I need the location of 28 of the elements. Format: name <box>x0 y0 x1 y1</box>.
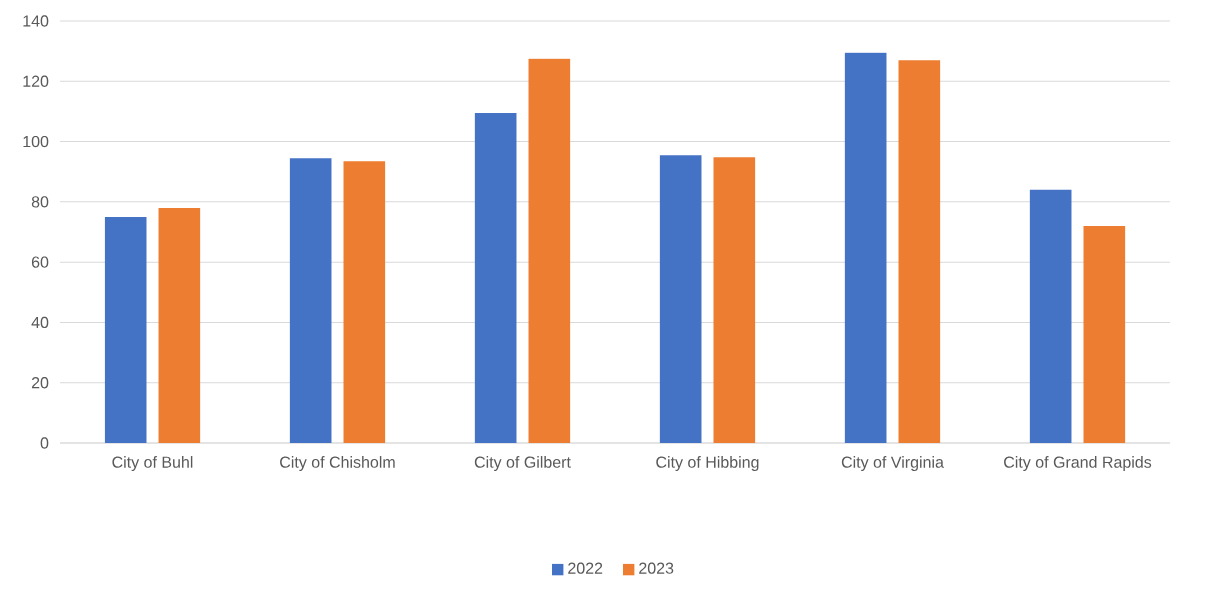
bar <box>104 216 147 443</box>
x-tick-label: City of Hibbing <box>656 456 759 471</box>
y-tick-label: 140 <box>23 15 49 27</box>
bar <box>844 52 887 443</box>
x-tick-label: City of Virginia <box>841 456 944 471</box>
x-tick-label: City of Chisholm <box>280 456 395 471</box>
y-tick-label: 40 <box>31 316 49 329</box>
y-tick-label: 60 <box>31 256 49 268</box>
legend-label: 2022 <box>568 562 603 574</box>
bar <box>158 207 201 443</box>
bar <box>474 112 517 443</box>
bar <box>713 157 756 443</box>
bar <box>659 155 702 443</box>
bar <box>528 58 571 443</box>
y-tick-label: 80 <box>31 196 49 208</box>
y-tick-label: 0 <box>40 437 49 449</box>
y-tick-label: 100 <box>23 135 49 148</box>
bar <box>289 158 332 443</box>
x-tick-label: City of Grand Rapids <box>1004 456 1152 471</box>
bar <box>343 161 386 443</box>
y-tick-label: 20 <box>31 377 49 389</box>
legend-label: 2023 <box>639 562 674 574</box>
x-tick-label: City of Gilbert <box>474 456 571 471</box>
bar <box>1029 189 1072 443</box>
bar <box>898 60 941 443</box>
bar <box>1083 225 1126 443</box>
x-tick-label: City of Buhl <box>112 456 193 471</box>
y-tick-label: 120 <box>23 75 49 87</box>
